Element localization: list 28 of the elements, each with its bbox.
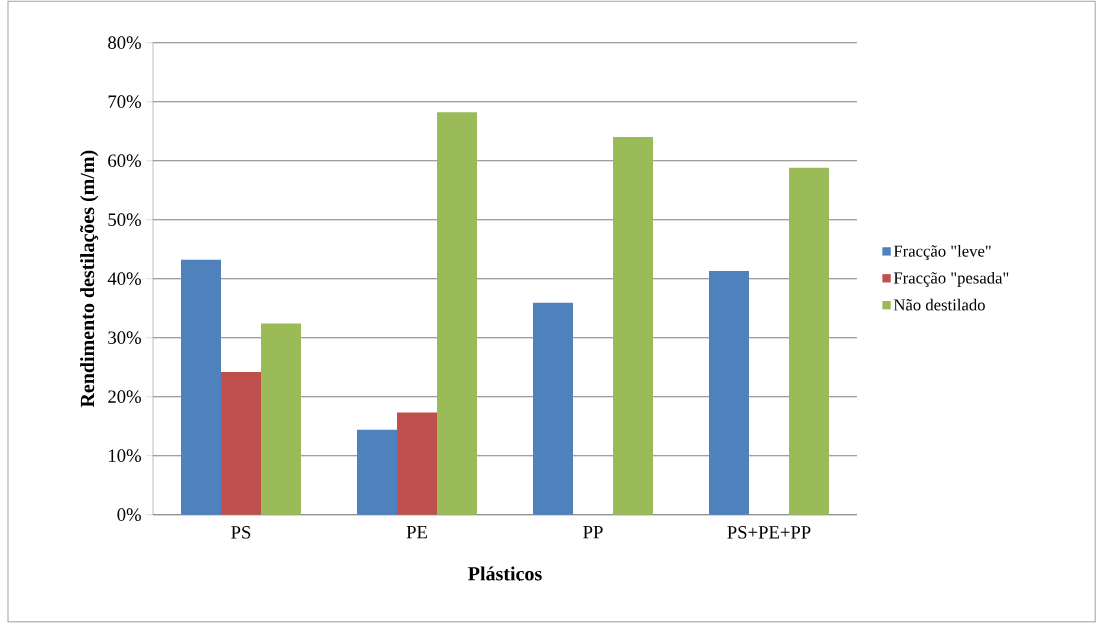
y-tick-label: 70%	[108, 95, 141, 109]
x-axis-title: Plásticos	[468, 566, 542, 581]
y-tick-label: 20%	[108, 390, 141, 404]
bar	[221, 372, 261, 515]
bar	[789, 167, 829, 515]
bar	[357, 429, 397, 515]
bar	[613, 137, 654, 515]
y-axis-title: Rendimento destilações (m/m)	[80, 150, 99, 408]
x-tick-label: PP	[583, 526, 603, 539]
bar	[533, 303, 573, 515]
y-tick-label: 60%	[108, 154, 141, 168]
legend-label: Não destilado	[893, 298, 985, 311]
y-tick-label: 50%	[108, 213, 141, 227]
legend-label: Fracção "leve"	[893, 245, 991, 261]
y-tick-label: 80%	[108, 36, 141, 50]
y-tick-label: 10%	[109, 449, 141, 463]
bar	[709, 271, 750, 515]
x-tick-label: PE	[406, 526, 427, 539]
bar	[261, 323, 301, 515]
y-tick-label: 40%	[107, 272, 141, 286]
x-tick-label: PS+PE+PP	[727, 526, 811, 539]
bar	[397, 412, 437, 515]
bar	[181, 259, 221, 515]
legend-label: Fracção "pesada"	[893, 272, 1009, 288]
y-tick-label: 0%	[117, 508, 141, 522]
y-tick-label: 30%	[108, 331, 141, 345]
x-tick-label: PS	[231, 526, 251, 539]
bar	[437, 112, 478, 515]
